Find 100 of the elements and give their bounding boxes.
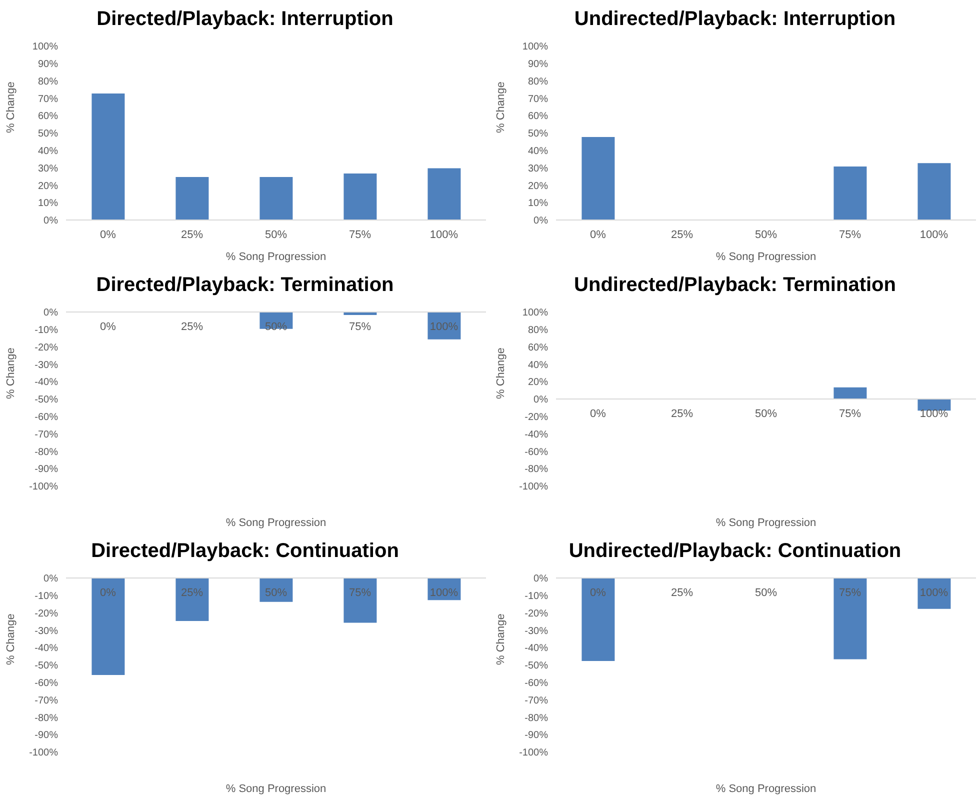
y-tick-label: 60% <box>38 111 58 122</box>
x-tick-label: 100% <box>920 229 948 241</box>
bar <box>90 92 126 220</box>
bar <box>832 166 868 220</box>
y-tick-label: 20% <box>528 377 548 388</box>
y-tick-label: -60% <box>524 678 548 689</box>
x-tick-label: 100% <box>430 321 458 333</box>
y-axis-title: % Change <box>4 82 17 133</box>
y-tick-label: 20% <box>528 180 548 192</box>
y-tick-label: -70% <box>34 695 58 706</box>
y-tick-label: 0% <box>44 308 58 319</box>
x-tick-label: 25% <box>670 229 694 241</box>
y-tick-label: 0% <box>44 574 58 585</box>
y-tick-label: 0% <box>534 394 548 406</box>
chart-title: Undirected/Playback: Interruption <box>573 7 897 32</box>
y-tick-label: -80% <box>524 464 548 476</box>
y-tick-label: 10% <box>38 198 58 210</box>
bar <box>426 167 462 220</box>
y-tick-label: 0% <box>44 216 58 227</box>
chart-title: Directed/Playback: Termination <box>95 273 395 298</box>
y-tick-label: -100% <box>519 748 548 759</box>
y-tick-label: -60% <box>524 446 548 458</box>
chart-title: Undirected/Playback: Continuation <box>568 539 902 564</box>
y-tick-label: 80% <box>528 76 548 88</box>
y-tick-label: -10% <box>34 590 58 602</box>
x-tick-label: 75% <box>838 587 862 599</box>
y-tick-label: 0% <box>534 574 548 585</box>
y-tick-label: 80% <box>528 324 548 336</box>
y-tick-label: -40% <box>34 643 58 654</box>
x-tick-label: 100% <box>430 587 458 599</box>
y-tick-label: -60% <box>34 678 58 689</box>
y-axis-title: % Change <box>494 348 507 399</box>
chart-title: Undirected/Playback: Termination <box>573 273 897 298</box>
x-tick-label: 0% <box>590 229 606 241</box>
x-axis-title: % Song Progression <box>716 783 816 795</box>
y-tick-label: 100% <box>32 42 58 53</box>
bar <box>916 162 952 220</box>
y-tick-label: -100% <box>519 482 548 493</box>
y-tick-label: -50% <box>34 660 58 672</box>
x-tick-label: 50% <box>754 408 778 420</box>
y-tick-label: -70% <box>524 695 548 706</box>
x-tick-label: 75% <box>348 229 372 241</box>
y-axis-title: % Change <box>4 348 17 399</box>
y-tick-label: -20% <box>524 608 548 620</box>
y-tick-label: 30% <box>528 163 548 174</box>
y-tick-label: -90% <box>524 730 548 742</box>
y-tick-label: 40% <box>38 146 58 157</box>
x-tick-label: 25% <box>180 321 204 333</box>
bar <box>580 136 616 220</box>
y-tick-label: -20% <box>524 412 548 423</box>
x-tick-label: 0% <box>100 229 116 241</box>
y-tick-label: -30% <box>524 626 548 637</box>
y-axis-title: % Change <box>494 614 507 665</box>
y-tick-label: -100% <box>29 748 58 759</box>
bar <box>258 176 294 220</box>
y-axis-title: % Change <box>4 614 17 665</box>
x-tick-label: 25% <box>670 408 694 420</box>
x-tick-label: 50% <box>264 587 288 599</box>
y-tick-label: 30% <box>38 163 58 174</box>
y-tick-label: 60% <box>528 111 548 122</box>
x-tick-label: 25% <box>180 587 204 599</box>
x-axis-title: % Song Progression <box>716 517 816 529</box>
x-axis-title: % Song Progression <box>226 783 326 795</box>
x-axis-title: % Song Progression <box>716 251 816 263</box>
x-tick-label: 25% <box>180 229 204 241</box>
x-tick-label: 50% <box>754 229 778 241</box>
y-tick-label: -30% <box>34 360 58 371</box>
y-tick-label: -40% <box>524 429 548 440</box>
y-axis-title: % Change <box>494 82 507 133</box>
y-tick-label: 100% <box>522 42 548 53</box>
y-tick-label: -80% <box>524 712 548 724</box>
x-tick-label: 75% <box>348 587 372 599</box>
y-tick-label: 90% <box>38 58 58 70</box>
y-tick-label: -20% <box>34 342 58 354</box>
y-tick-label: -80% <box>34 712 58 724</box>
x-tick-label: 0% <box>100 321 116 333</box>
y-tick-label: -20% <box>34 608 58 620</box>
y-tick-label: 50% <box>528 128 548 140</box>
y-tick-label: 70% <box>528 94 548 105</box>
x-tick-label: 75% <box>838 229 862 241</box>
y-tick-label: 40% <box>528 360 548 371</box>
y-tick-label: -40% <box>34 377 58 388</box>
y-tick-label: -50% <box>524 660 548 672</box>
x-tick-label: 75% <box>348 321 372 333</box>
y-tick-label: -30% <box>34 626 58 637</box>
x-tick-label: 0% <box>590 408 606 420</box>
x-axis-title: % Song Progression <box>226 251 326 263</box>
bar <box>342 172 378 220</box>
y-tick-label: 60% <box>528 342 548 354</box>
chart-title: Directed/Playback: Continuation <box>90 539 400 564</box>
y-tick-label: 80% <box>38 76 58 88</box>
y-tick-label: 40% <box>528 146 548 157</box>
x-tick-label: 100% <box>920 408 948 420</box>
y-tick-label: 50% <box>38 128 58 140</box>
x-tick-label: 100% <box>920 587 948 599</box>
bar <box>174 176 210 220</box>
x-tick-label: 25% <box>670 587 694 599</box>
x-tick-label: 100% <box>430 229 458 241</box>
x-tick-label: 0% <box>100 587 116 599</box>
y-tick-label: -100% <box>29 482 58 493</box>
